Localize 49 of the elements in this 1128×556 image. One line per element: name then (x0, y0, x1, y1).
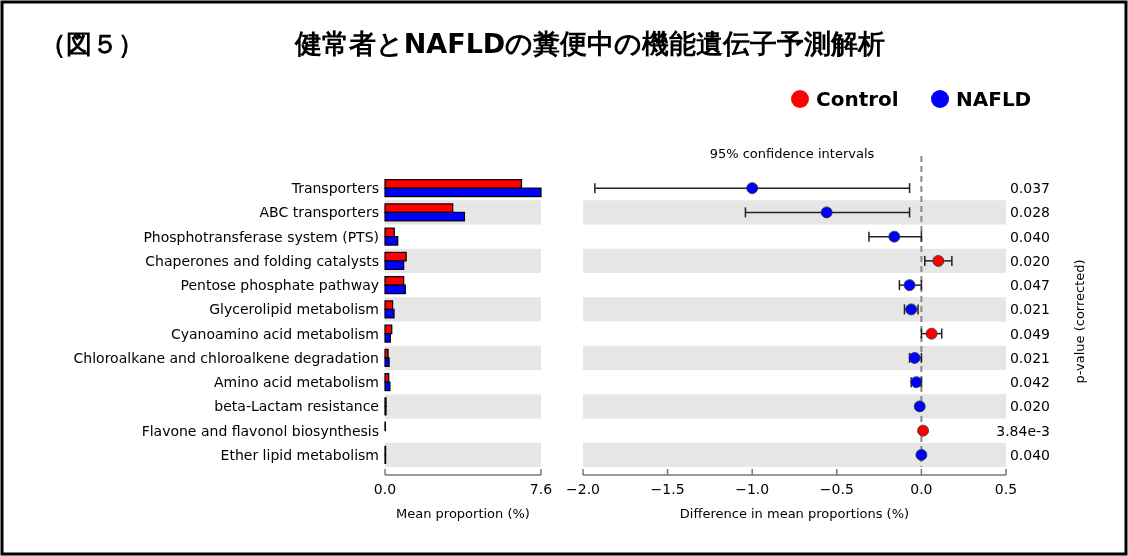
y2-tick-label: 0.049 (1009, 325, 1050, 342)
y-tick-label: ABC transporters (259, 204, 379, 221)
x-tick-label: 0.5 (994, 481, 1018, 497)
point (746, 182, 759, 195)
y2-tick-label: 0.020 (1009, 252, 1050, 269)
y-tick-label: beta-Lactam resistance (214, 398, 379, 415)
y-tick-label: Chaperones and folding catalysts (145, 252, 379, 269)
y-tick-label: Transporters (290, 180, 379, 197)
x-axis-title: Mean proportion (%) (396, 506, 530, 521)
point (925, 327, 938, 340)
point (917, 424, 929, 437)
point (820, 206, 833, 219)
y-tick-label: Ether lipid metabolism (220, 446, 379, 463)
y2-tick-label: 0.021 (1009, 349, 1050, 366)
point (888, 230, 901, 243)
y-tick-label: Glycerolipid metabolism (209, 301, 379, 318)
y2-tick-label: 0.040 (1009, 228, 1050, 245)
legend-label: Control (816, 87, 899, 111)
y-tick-label: Amino acid metabolism (214, 374, 379, 391)
x-tick-label: −0.5 (819, 481, 854, 497)
y2-tick-label: 0.047 (1009, 277, 1050, 294)
text: （図５） (40, 29, 144, 59)
y2-tick-label: 0.021 (1009, 301, 1050, 318)
point (932, 254, 945, 267)
x-tick-label: −1.5 (650, 481, 685, 497)
y2-tick-label: 3.84e-3 (996, 422, 1050, 439)
y-tick-label: Flavone and flavonol biosynthesis (141, 422, 379, 439)
y-tick-label: Cyanoamino acid metabolism (170, 325, 379, 342)
y2-tick-label: 0.040 (1009, 446, 1050, 463)
y2-axis-title: p-value (corrected) (1072, 259, 1087, 384)
x-tick-label: 0.0 (373, 481, 397, 497)
x-tick-label: −1.0 (735, 481, 770, 497)
chart-title: 95% confidence intervals (709, 146, 875, 161)
y2-tick-label: 0.042 (1009, 374, 1050, 391)
y-tick-label: Phosphotransferase system (PTS) (143, 228, 379, 245)
y2-tick-label: 0.037 (1009, 180, 1050, 197)
point (915, 448, 928, 461)
x-tick-label: 0.0 (910, 481, 933, 497)
x-tick-label: −2.0 (566, 481, 600, 497)
y2-tick-label: 0.028 (1009, 204, 1050, 221)
legend-label: NAFLD (956, 87, 1032, 111)
x-tick-label: 7.6 (529, 481, 553, 497)
point (903, 279, 916, 292)
x-axis-title: Difference in mean proportions (%) (679, 506, 910, 521)
y2-tick-label: 0.020 (1009, 398, 1050, 415)
y-tick-label: Chloroalkane and chloroalkene degradation (73, 349, 379, 366)
y-tick-label: Pentose phosphate pathway (180, 277, 379, 294)
point (913, 400, 926, 413)
chart-title: 健常者とNAFLDの糞便中の機能遺伝子予測解析 (293, 28, 886, 59)
